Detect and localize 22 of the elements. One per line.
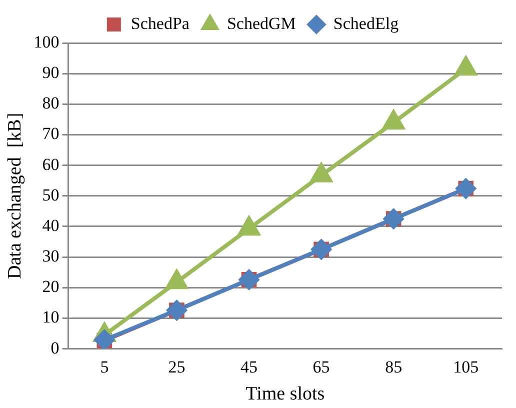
- y-tick-label: 60: [42, 154, 60, 174]
- x-tick-label: 5: [100, 357, 109, 376]
- y-tick-label: 80: [42, 94, 60, 113]
- x-tick-label: 45: [240, 357, 258, 376]
- y-tick-label: 30: [42, 246, 60, 266]
- y-tick-label: 70: [42, 124, 60, 144]
- x-tick-label: 85: [385, 357, 402, 376]
- x-tick-label: 25: [168, 357, 186, 376]
- y-tick-label: 100: [34, 32, 60, 52]
- y-tick-label: 20: [42, 277, 60, 296]
- y-tick-label: 40: [42, 216, 60, 235]
- y-tick-label: 10: [42, 308, 60, 327]
- legend-label: SchedGM: [226, 14, 296, 33]
- y-axis-title: Data exchanged [kB]: [4, 112, 26, 279]
- x-tick-label: 65: [312, 357, 330, 376]
- y-tick-label: 50: [42, 185, 60, 204]
- legend-label: SchedElg: [333, 14, 400, 33]
- y-tick-label: 0: [50, 338, 60, 358]
- legend-label: SchedPa: [130, 14, 190, 33]
- y-tick-label: 90: [42, 63, 60, 82]
- x-axis-title: Time slots: [246, 384, 325, 405]
- x-tick-label: 105: [453, 357, 479, 376]
